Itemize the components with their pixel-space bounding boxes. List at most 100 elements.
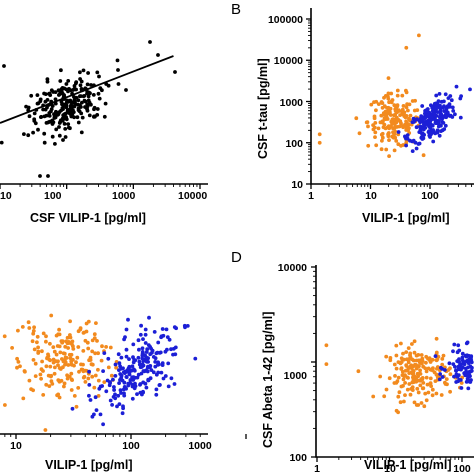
panel-b-point-orange xyxy=(392,125,397,130)
panel-d-point-blue xyxy=(464,380,469,384)
panel-a-points xyxy=(0,40,177,178)
panel-a-point xyxy=(38,174,42,178)
panel-d-point-orange xyxy=(421,381,426,385)
panel-a-point xyxy=(75,115,80,120)
panel-c-point-orange xyxy=(20,325,25,329)
panel-b-point-blue xyxy=(419,135,424,140)
panel-c-point-orange xyxy=(76,329,81,334)
panel-b-point-blue xyxy=(430,105,435,110)
panel-c-point-orange xyxy=(89,362,94,367)
panel-a-point xyxy=(54,127,59,132)
panel-c-point-blue xyxy=(136,338,141,343)
panel-d-point-orange xyxy=(435,366,439,371)
panel-d-point-blue xyxy=(455,350,460,355)
panel-a-point xyxy=(2,64,6,68)
panel-b-point-blue xyxy=(446,96,451,100)
panel-c-point-orange xyxy=(51,345,56,349)
panel-d-point-orange xyxy=(448,372,453,377)
panel-c-point-blue xyxy=(102,351,107,355)
panel-d-point-blue xyxy=(458,365,463,370)
panel-b-point-blue xyxy=(458,115,463,120)
panel-c-point-blue xyxy=(113,392,117,397)
panel-c-point-blue xyxy=(113,374,118,378)
panel-d-point-orange xyxy=(413,375,418,380)
panel-c-point-blue xyxy=(105,378,110,383)
panel-c-point-orange xyxy=(94,321,98,325)
panel-b-point-blue xyxy=(438,110,443,114)
panel-c-point-orange xyxy=(92,336,97,340)
panel-c-point-blue xyxy=(152,330,157,334)
panel-b-point-blue xyxy=(458,96,463,101)
panel-d-point-orange xyxy=(428,381,433,386)
panel-c-point-blue xyxy=(122,337,126,342)
panel-b-point-blue xyxy=(451,109,456,113)
panel-a-point xyxy=(78,70,82,75)
panel-c-point-orange xyxy=(60,339,65,343)
panel-c-point-orange xyxy=(35,334,40,339)
panel-a-point xyxy=(66,89,70,94)
panel-c-point-blue xyxy=(141,359,146,363)
panel-c-point-blue xyxy=(166,384,171,389)
panel-b-point-orange xyxy=(406,108,410,113)
panel-d-point-orange xyxy=(443,365,447,370)
panel-a-point xyxy=(46,120,50,125)
panel-b-points xyxy=(317,33,472,159)
panel-d-point-orange xyxy=(434,358,439,363)
panel-b-point-orange xyxy=(386,94,390,99)
panel-d-point-blue xyxy=(451,349,455,354)
panel-b-point-orange xyxy=(374,143,379,148)
panel-c-point-blue xyxy=(145,347,150,352)
panel-c-point-orange xyxy=(31,388,35,393)
panel-c-point-orange xyxy=(40,359,44,364)
panel-c-point-blue xyxy=(90,414,95,419)
panel-c-point-orange xyxy=(39,367,44,372)
panel-c-point-orange xyxy=(67,341,72,345)
panel-a-point xyxy=(26,133,31,138)
panel-d-point-orange xyxy=(407,382,412,386)
panel-b-point-blue xyxy=(427,122,432,126)
panel-c-point-blue xyxy=(153,360,158,364)
panel-c-point-orange xyxy=(90,349,95,354)
panel-b-point-orange xyxy=(357,131,362,136)
panel-c-point-blue xyxy=(112,385,116,389)
panel-b-point-orange xyxy=(376,102,381,106)
panel-a-point xyxy=(43,92,48,96)
panel-a-point xyxy=(89,83,93,87)
panel-b-point-blue xyxy=(404,143,408,148)
panel-c-point-blue xyxy=(94,408,99,412)
panel-c-point-orange xyxy=(16,360,21,364)
panel-d-point-orange xyxy=(434,336,439,341)
panel-c-point-blue xyxy=(93,395,98,400)
panel-a-point xyxy=(46,174,50,178)
panel-c-point-orange xyxy=(44,382,49,387)
panel-d-point-orange xyxy=(420,361,424,366)
panel-c-point-blue xyxy=(141,369,146,373)
panel-d-point-orange xyxy=(424,360,428,365)
panel-d-point-orange xyxy=(356,369,361,374)
panel-d-point-orange xyxy=(399,356,404,361)
panel-c-point-orange xyxy=(84,321,89,326)
panel-b-point-blue xyxy=(433,117,438,122)
panel-b-point-orange xyxy=(404,45,409,50)
panel-c-point-blue xyxy=(119,391,123,395)
panel-d-point-orange xyxy=(415,386,420,391)
panel-a-point xyxy=(38,97,43,102)
panel-d-point-orange xyxy=(406,360,411,365)
panel-a-point xyxy=(45,77,50,81)
panel-b-point-orange xyxy=(376,126,381,131)
panel-b-point-orange xyxy=(382,116,387,120)
panel-c-point-blue xyxy=(140,346,145,351)
panel-a-point xyxy=(57,125,61,129)
panel-a-xlabel: CSF VILIP-1 [pg/ml] xyxy=(30,211,146,225)
panel-c-point-orange xyxy=(82,374,87,379)
panel-c-point-orange xyxy=(88,355,93,360)
panel-a-point xyxy=(68,104,73,109)
panel-b-point-orange xyxy=(410,99,415,103)
panel-d-xlabel: VILIP-1 [pg/ml] xyxy=(364,458,452,472)
panel-d-point-orange xyxy=(426,390,431,395)
panel-c-point-orange xyxy=(114,365,118,370)
panel-c-points xyxy=(0,313,198,432)
panel-a-point xyxy=(53,142,57,146)
panel-b-ytick-10000: 10000 xyxy=(274,55,303,67)
panel-d-point-blue xyxy=(453,364,457,369)
